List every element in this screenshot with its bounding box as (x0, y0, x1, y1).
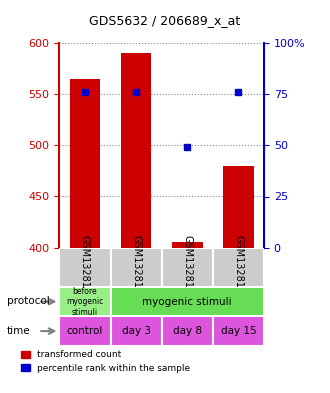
Text: before
myogenic
stimuli: before myogenic stimuli (66, 287, 104, 316)
Bar (223, 166, 254, 248)
FancyBboxPatch shape (59, 316, 111, 346)
Text: day 3: day 3 (122, 326, 150, 336)
Text: GSM1328177: GSM1328177 (80, 235, 90, 300)
FancyBboxPatch shape (162, 316, 213, 346)
Bar (70, 79, 100, 248)
FancyBboxPatch shape (213, 248, 264, 287)
Text: control: control (67, 326, 103, 336)
Text: time: time (7, 326, 30, 336)
Bar (121, 53, 151, 248)
Text: day 15: day 15 (221, 326, 256, 336)
FancyBboxPatch shape (59, 248, 111, 287)
Text: GSM1328178: GSM1328178 (131, 235, 141, 300)
FancyBboxPatch shape (162, 248, 213, 287)
FancyBboxPatch shape (111, 287, 264, 316)
Text: GSM1328180: GSM1328180 (233, 235, 244, 300)
FancyBboxPatch shape (111, 248, 162, 287)
Text: day 8: day 8 (173, 326, 202, 336)
FancyBboxPatch shape (59, 287, 111, 316)
Text: myogenic stimuli: myogenic stimuli (143, 297, 232, 307)
Bar (172, 242, 203, 248)
FancyBboxPatch shape (213, 316, 264, 346)
Legend: transformed count, percentile rank within the sample: transformed count, percentile rank withi… (21, 350, 190, 373)
Text: GSM1328179: GSM1328179 (182, 235, 192, 300)
Text: GDS5632 / 206689_x_at: GDS5632 / 206689_x_at (89, 14, 241, 27)
FancyBboxPatch shape (111, 316, 162, 346)
Text: protocol: protocol (7, 296, 50, 307)
